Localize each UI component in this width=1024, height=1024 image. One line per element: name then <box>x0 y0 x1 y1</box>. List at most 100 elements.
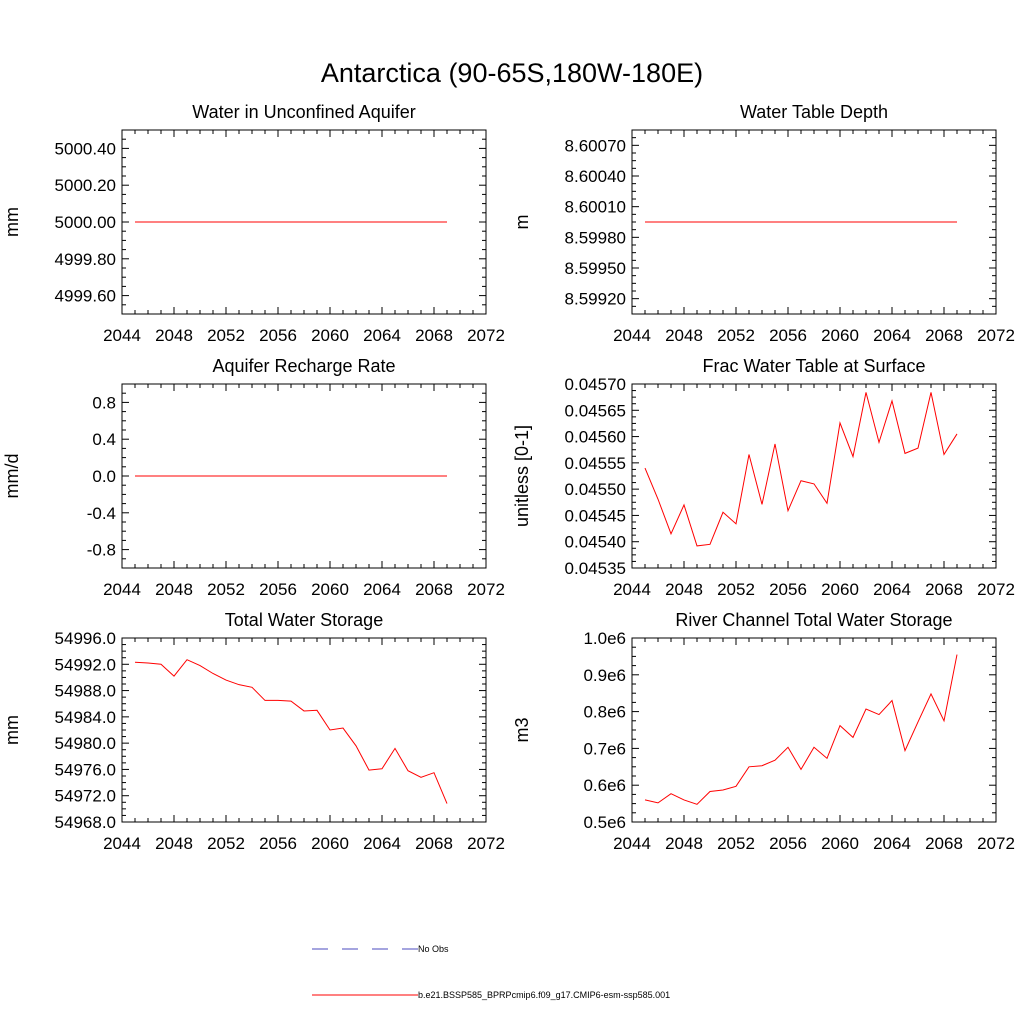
x-tick-label: 2068 <box>415 326 453 345</box>
data-point <box>748 766 749 767</box>
panel-title: Water Table Depth <box>740 102 888 122</box>
data-point <box>329 475 330 476</box>
data-point <box>839 221 840 222</box>
data-point <box>774 221 775 222</box>
x-tick-label: 2060 <box>311 580 349 599</box>
data-point <box>420 475 421 476</box>
data-point <box>787 747 788 748</box>
data-point <box>342 727 343 728</box>
x-tick-label: 2060 <box>821 580 859 599</box>
y-tick-label: 0.9e6 <box>583 666 626 685</box>
data-point <box>251 687 252 688</box>
y-tick-label: 8.59920 <box>565 290 626 309</box>
y-axis-label: m <box>512 215 532 230</box>
data-point <box>761 504 762 505</box>
data-point <box>657 802 658 803</box>
data-point <box>813 221 814 222</box>
data-point <box>316 710 317 711</box>
data-point <box>930 392 931 393</box>
data-point <box>446 803 447 804</box>
data-point <box>683 504 684 505</box>
data-point <box>420 221 421 222</box>
data-point <box>381 221 382 222</box>
data-point <box>173 676 174 677</box>
data-point <box>329 221 330 222</box>
data-point <box>735 523 736 524</box>
y-tick-label: 0.4 <box>92 430 116 449</box>
data-point <box>670 221 671 222</box>
data-point <box>826 221 827 222</box>
x-tick-label: 2048 <box>155 834 193 853</box>
data-point <box>303 475 304 476</box>
x-tick-label: 2064 <box>363 326 401 345</box>
x-tick-label: 2072 <box>977 326 1015 345</box>
data-point <box>865 708 866 709</box>
y-tick-label: -0.4 <box>87 504 116 523</box>
data-point <box>904 221 905 222</box>
data-point <box>394 748 395 749</box>
y-tick-label: 0.04555 <box>565 454 626 473</box>
y-tick-label: 54972.0 <box>55 787 116 806</box>
data-point <box>316 475 317 476</box>
series-line <box>134 659 448 804</box>
data-point <box>290 221 291 222</box>
data-point <box>774 443 775 444</box>
data-point <box>644 799 645 800</box>
y-tick-label: 8.60070 <box>565 136 626 155</box>
data-point <box>709 791 710 792</box>
data-point <box>644 468 645 469</box>
data-point <box>722 221 723 222</box>
data-point <box>381 768 382 769</box>
panel-6: River Channel Total Water Storage m3 2044 2… <box>512 610 1015 853</box>
data-point <box>943 720 944 721</box>
data-point <box>134 221 135 222</box>
series-line <box>644 654 958 805</box>
data-point <box>446 475 447 476</box>
y-tick-label: 0.04535 <box>565 559 626 578</box>
y-tick-label: 0.6e6 <box>583 776 626 795</box>
y-tick-label: 5000.20 <box>55 176 116 195</box>
data-point <box>722 512 723 513</box>
y-tick-label: 0.04565 <box>565 401 626 420</box>
data-point <box>956 654 957 655</box>
data-point <box>407 475 408 476</box>
data-point <box>943 454 944 455</box>
data-point <box>904 453 905 454</box>
data-point <box>368 221 369 222</box>
data-point <box>238 684 239 685</box>
y-axis-label: unitless [0-1] <box>512 425 532 527</box>
data-point <box>433 772 434 773</box>
data-point <box>407 770 408 771</box>
data-point <box>264 475 265 476</box>
x-tick-label: 2044 <box>613 834 651 853</box>
data-point <box>303 221 304 222</box>
data-point <box>839 422 840 423</box>
data-point <box>173 475 174 476</box>
x-tick-label: 2048 <box>665 326 703 345</box>
x-tick-label: 2052 <box>207 326 245 345</box>
data-point <box>420 777 421 778</box>
data-point <box>670 533 671 534</box>
panel-title: Total Water Storage <box>225 610 383 630</box>
x-tick-label: 2048 <box>665 580 703 599</box>
y-tick-label: 54984.0 <box>55 708 116 727</box>
y-tick-label: 0.04570 <box>565 375 626 394</box>
y-tick-label: 4999.80 <box>55 250 116 269</box>
data-point <box>852 737 853 738</box>
data-point <box>930 693 931 694</box>
y-tick-label: 54996.0 <box>55 629 116 648</box>
data-point <box>225 475 226 476</box>
x-tick-label: 2072 <box>977 580 1015 599</box>
y-tick-label: 0.0 <box>92 467 116 486</box>
data-point <box>433 221 434 222</box>
y-tick-label: 0.8 <box>92 393 116 412</box>
data-point <box>407 221 408 222</box>
data-point <box>878 442 879 443</box>
x-tick-label: 2044 <box>613 580 651 599</box>
panel-title: Aquifer Recharge Rate <box>212 356 395 376</box>
x-tick-label: 2052 <box>207 834 245 853</box>
x-tick-label: 2048 <box>155 326 193 345</box>
y-axis-label: mm <box>2 715 22 745</box>
data-point <box>251 221 252 222</box>
x-tick-label: 2056 <box>259 326 297 345</box>
